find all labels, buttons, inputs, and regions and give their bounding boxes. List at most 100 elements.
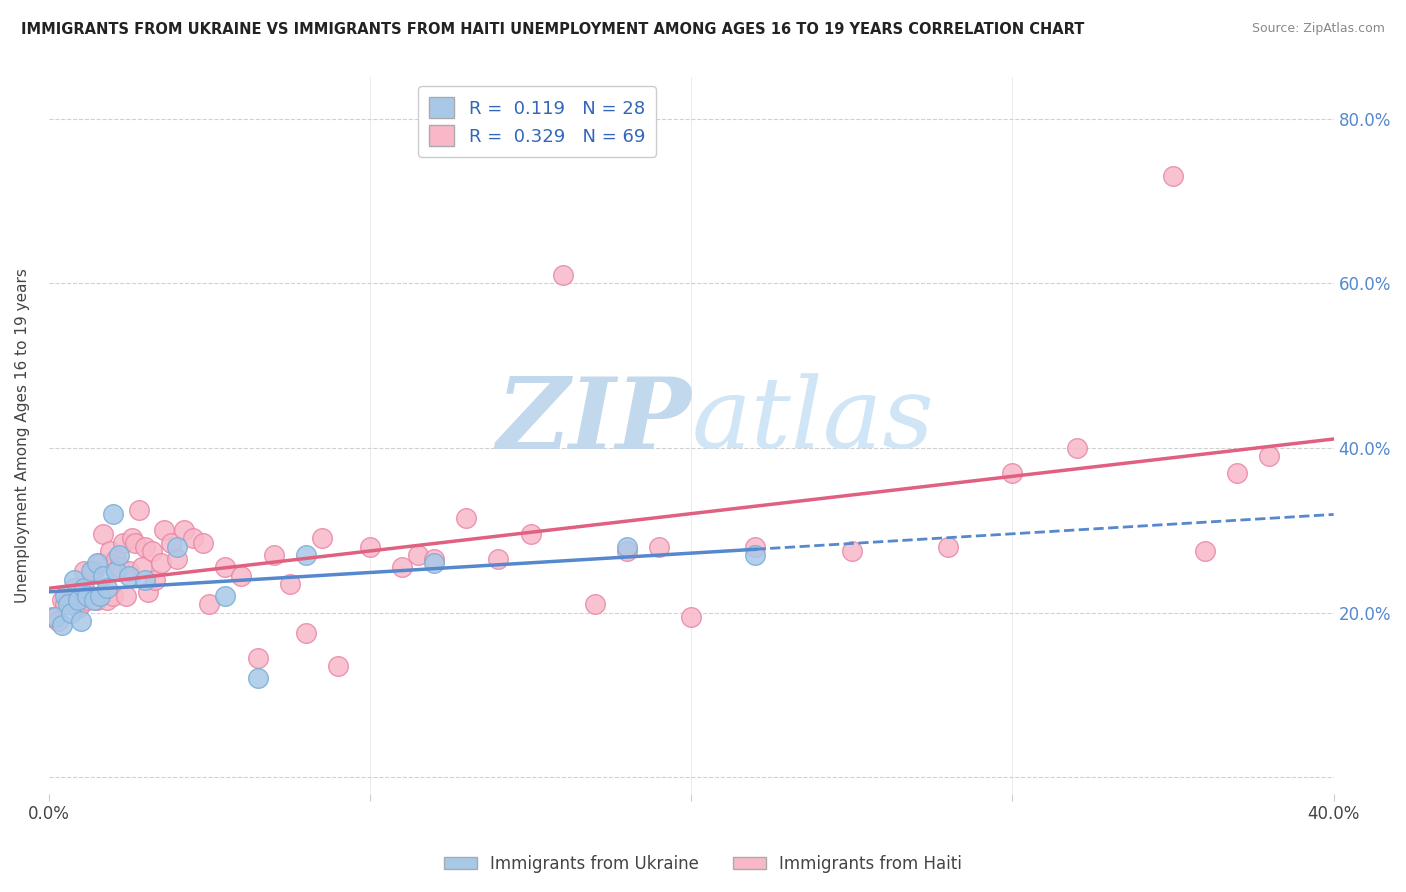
Point (93, 527, 115, 541)
Text: atlas: atlas (692, 374, 934, 469)
Point (1161, 169, 1184, 184)
Point (583, 597, 606, 611)
Point (841, 544, 863, 558)
Point (79, 589, 101, 603)
Point (83, 593, 105, 607)
Point (56, 597, 79, 611)
Point (166, 540, 188, 554)
Point (681, 609, 703, 624)
Point (423, 556, 446, 570)
Point (936, 540, 959, 554)
Point (159, 535, 181, 549)
Point (105, 552, 128, 566)
Point (60, 606, 83, 620)
Point (326, 659, 349, 673)
Point (44, 609, 66, 624)
Point (108, 560, 131, 574)
Point (121, 532, 143, 546)
Point (79, 565, 101, 579)
Point (1001, 466, 1024, 480)
Point (294, 548, 316, 562)
Point (86, 556, 108, 570)
Point (128, 502, 150, 516)
Point (108, 548, 131, 562)
Point (73, 581, 96, 595)
Point (73, 565, 96, 579)
Point (1226, 466, 1249, 480)
Point (214, 589, 236, 603)
Point (51, 618, 73, 632)
Point (41, 609, 63, 624)
Point (53, 589, 76, 603)
Point (166, 552, 188, 566)
Point (48, 614, 70, 628)
Point (66, 593, 89, 607)
Point (56, 589, 79, 603)
Point (551, 268, 574, 282)
Point (173, 523, 195, 537)
Point (134, 573, 156, 587)
Point (143, 573, 166, 587)
Point (1194, 544, 1216, 558)
Point (519, 527, 541, 541)
Point (423, 552, 446, 566)
Point (60, 593, 83, 607)
Y-axis label: Unemployment Among Ages 16 to 19 years: Unemployment Among Ages 16 to 19 years (15, 268, 30, 603)
Point (153, 523, 176, 537)
Point (134, 540, 156, 554)
Point (406, 548, 429, 562)
Point (648, 540, 671, 554)
Point (191, 535, 214, 549)
Point (246, 650, 269, 665)
Point (96, 581, 118, 595)
Point (488, 552, 510, 566)
Point (53, 597, 76, 611)
Point (131, 560, 153, 574)
Point (101, 589, 124, 603)
Point (89, 589, 111, 603)
Point (115, 589, 138, 603)
Point (93, 568, 115, 582)
Point (744, 548, 766, 562)
Point (51, 593, 73, 607)
Point (111, 535, 134, 549)
Point (76, 589, 98, 603)
Point (66, 601, 89, 615)
Point (83, 565, 105, 579)
Legend: R =  0.119   N = 28, R =  0.329   N = 69: R = 0.119 N = 28, R = 0.329 N = 69 (418, 87, 655, 157)
Point (124, 535, 146, 549)
Text: IMMIGRANTS FROM UKRAINE VS IMMIGRANTS FROM HAITI UNEMPLOYMENT AMONG AGES 16 TO 1: IMMIGRANTS FROM UKRAINE VS IMMIGRANTS FR… (21, 22, 1084, 37)
Point (101, 507, 124, 521)
Point (246, 672, 269, 686)
Point (136, 585, 159, 599)
Text: Source: ZipAtlas.com: Source: ZipAtlas.com (1251, 22, 1385, 36)
Point (263, 548, 285, 562)
Legend: Immigrants from Ukraine, Immigrants from Haiti: Immigrants from Ukraine, Immigrants from… (437, 848, 969, 880)
Point (89, 556, 111, 570)
Point (141, 544, 163, 558)
Point (70, 614, 93, 628)
Point (105, 565, 128, 579)
Point (198, 597, 221, 611)
Point (1066, 441, 1088, 455)
Point (118, 568, 141, 582)
Point (456, 511, 478, 525)
Point (359, 540, 381, 554)
Point (181, 532, 204, 546)
Point (98, 544, 121, 558)
Point (1258, 449, 1281, 463)
Point (214, 560, 236, 574)
Point (311, 532, 333, 546)
Point (150, 556, 173, 570)
Point (391, 560, 413, 574)
Point (118, 565, 141, 579)
Point (96, 593, 118, 607)
Point (278, 576, 301, 591)
Text: ZIP: ZIP (496, 373, 692, 469)
Point (86, 593, 108, 607)
Point (294, 626, 316, 640)
Point (616, 544, 638, 558)
Point (76, 593, 98, 607)
Point (231, 568, 253, 582)
Point (70, 597, 93, 611)
